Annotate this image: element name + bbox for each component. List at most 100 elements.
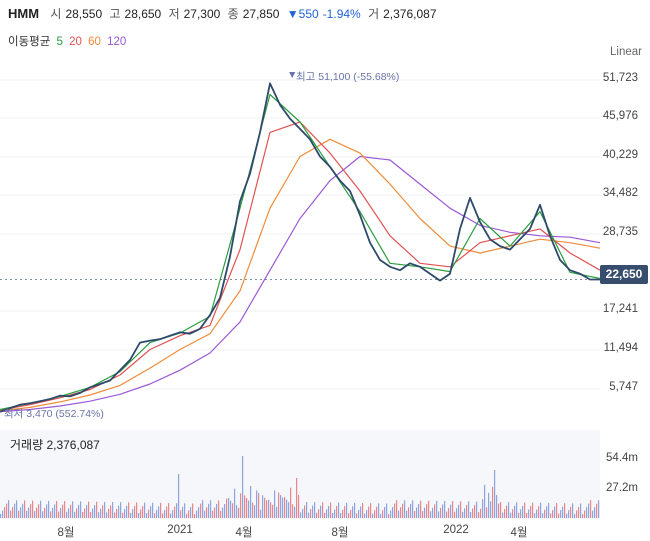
volume-bar: [294, 506, 296, 518]
volume-bar: [174, 506, 176, 518]
volume-bar: [362, 503, 364, 518]
y-tick-label: 11,494: [603, 342, 638, 354]
moving-average-legend[interactable]: 이동평균 5 20 60 120: [8, 33, 129, 49]
volume-bar: [188, 510, 190, 518]
volume-bar: [28, 507, 30, 518]
volume-bar: [484, 484, 486, 518]
volume-bar: [512, 509, 514, 518]
volume-bar: [518, 512, 520, 518]
volume-bar: [184, 503, 186, 518]
volume-bar: [420, 500, 422, 518]
volume-bar: [218, 500, 220, 518]
volume-bar: [270, 502, 272, 518]
volume-bar: [130, 512, 132, 518]
volume-bar: [464, 508, 466, 518]
open-value: 28,550: [65, 7, 103, 21]
volume-bar: [596, 503, 598, 518]
volume-bar: [8, 500, 10, 518]
volume-bar: [156, 509, 158, 518]
ma60-legend: 60: [88, 36, 101, 48]
volume-bar: [132, 509, 134, 518]
volume-bar: [56, 501, 58, 518]
volume-bar: [452, 501, 454, 518]
volume-bar: [22, 503, 24, 518]
change-value: 550: [298, 7, 319, 21]
y-tick-label: 45,976: [602, 110, 638, 122]
ma20-legend: 20: [69, 36, 82, 48]
volume-bar: [350, 509, 352, 518]
volume-bar: [466, 504, 468, 518]
down-arrow-icon: ▼: [286, 7, 299, 21]
current-price-badge: 22,650: [600, 265, 648, 284]
volume-bar: [76, 508, 78, 518]
volume-bar: [202, 500, 204, 518]
volume-bar: [106, 512, 108, 518]
volume-bar: [34, 511, 36, 518]
volume-bar: [128, 502, 130, 518]
volume-bar: [220, 510, 222, 518]
volume-bar: [582, 514, 584, 518]
y-tick-label: 17,241: [602, 303, 638, 315]
volume-bar: [144, 502, 146, 518]
volume-bar: [292, 504, 294, 518]
volume-bar: [324, 512, 326, 518]
volume-bar: [550, 513, 552, 518]
volume-bar: [68, 508, 70, 518]
low-label: 저: [168, 7, 180, 21]
volume-bar: [380, 513, 382, 518]
volume-bar: [434, 504, 436, 518]
volume-bar: [458, 504, 460, 518]
volume-bar: [538, 506, 540, 518]
volume-bar: [580, 503, 582, 518]
volume-bar: [278, 492, 280, 518]
volume-bar: [26, 510, 28, 518]
volume-bar: [238, 507, 240, 518]
volume-bar: [394, 503, 396, 518]
volume-bar: [524, 502, 526, 518]
volume-bar: [88, 501, 90, 518]
volume-bar: [496, 494, 498, 518]
scale-mode-toggle[interactable]: Linear: [610, 46, 642, 58]
volume-bar: [364, 513, 366, 518]
volume-bar: [168, 503, 170, 518]
volume-bar: [560, 510, 562, 518]
volume-bar: [472, 508, 474, 518]
volume-bar: [334, 509, 336, 518]
volume-bar: [536, 509, 538, 518]
volume-bar: [206, 507, 208, 518]
volume-bar: [398, 510, 400, 518]
volume-bar: [6, 503, 8, 518]
volume-bar: [114, 512, 116, 518]
volume-bar: [404, 500, 406, 518]
volume-bar: [564, 503, 566, 518]
volume-bar: [302, 508, 304, 518]
volume-bar: [450, 504, 452, 518]
volume-bar: [70, 504, 72, 518]
price-line: [0, 82, 600, 413]
volume-tick-label: 54.4m: [606, 452, 638, 464]
volume-bar: [252, 502, 254, 518]
volume-bar: [584, 510, 586, 518]
volume-bar: [300, 512, 302, 518]
volume-bar: [358, 509, 360, 518]
volume-bar: [162, 513, 164, 518]
volume-bar: [468, 501, 470, 518]
volume-bar: [440, 507, 442, 518]
volume-bar: [308, 512, 310, 518]
volume-bar: [66, 511, 68, 518]
volume-bar: [24, 500, 26, 518]
volume-bar: [248, 500, 250, 518]
min-price-annotation: 최저 3,470 (552.74%): [4, 408, 104, 420]
volume-bar: [198, 507, 200, 518]
volume-bar: [280, 495, 282, 518]
volume-bar: [312, 505, 314, 518]
volume-bar: [508, 502, 510, 518]
volume-bar: [598, 500, 600, 518]
volume-bar: [94, 505, 96, 518]
volume-bar: [154, 513, 156, 518]
low-value: 27,300: [183, 7, 221, 21]
volume-bar: [254, 505, 256, 518]
volume-bar: [250, 486, 252, 518]
max-price-marker-icon: ▼: [287, 69, 298, 81]
